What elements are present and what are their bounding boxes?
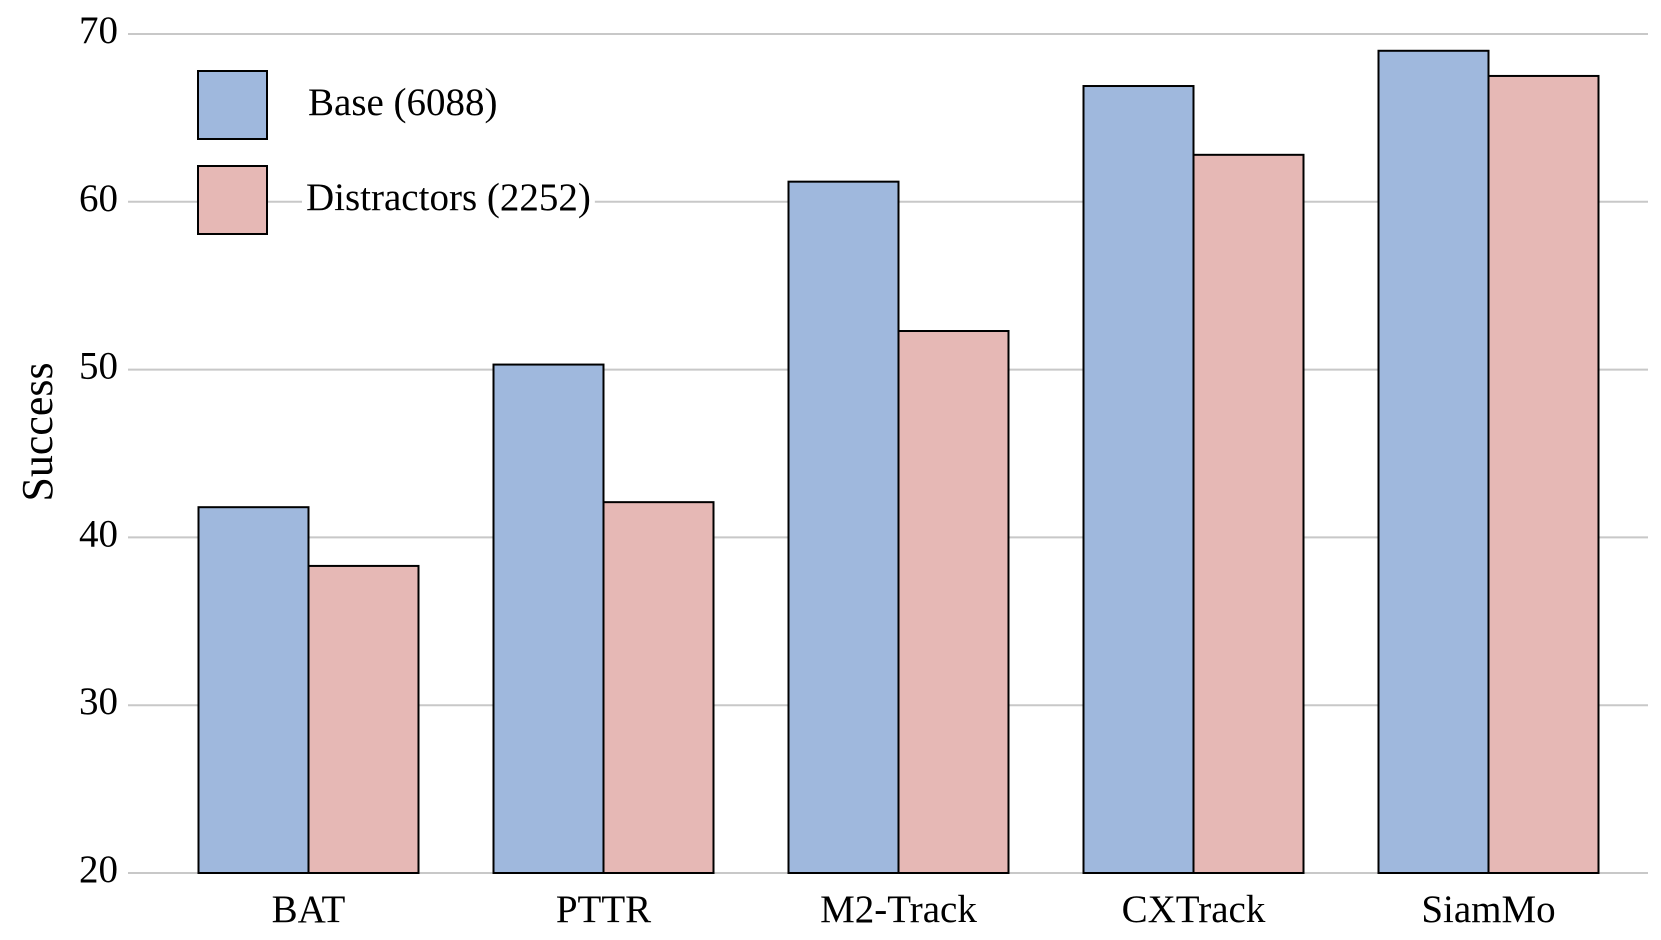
bar xyxy=(1377,49,1490,874)
y-tick-label: 40 xyxy=(79,512,118,555)
y-axis-label: Success xyxy=(13,362,62,501)
bar xyxy=(1487,74,1600,874)
x-tick-label: SiamMo xyxy=(1421,888,1555,931)
x-tick-label: CXTrack xyxy=(1122,888,1266,931)
bar xyxy=(787,180,900,874)
y-tick-label: 60 xyxy=(79,177,118,220)
bar xyxy=(492,363,605,874)
legend-label: Distractors (2252) xyxy=(306,176,591,219)
bar xyxy=(897,330,1010,875)
x-tick-label: BAT xyxy=(272,888,346,931)
legend-swatch xyxy=(197,70,268,140)
legend-label: Base (6088) xyxy=(308,81,498,124)
bar xyxy=(1192,153,1305,875)
bar xyxy=(197,506,310,874)
y-tick-label: 50 xyxy=(79,345,118,388)
bar xyxy=(307,564,420,875)
x-tick-label: PTTR xyxy=(556,888,651,931)
y-tick-label: 30 xyxy=(79,680,118,723)
bar xyxy=(602,501,715,874)
bar xyxy=(1082,85,1195,874)
legend-label-background xyxy=(302,175,595,219)
y-tick-label: 70 xyxy=(79,9,118,52)
x-tick-label: M2-Track xyxy=(820,888,977,931)
legend-swatch xyxy=(197,165,268,235)
legend-label-background xyxy=(304,80,502,124)
y-tick-label: 20 xyxy=(79,848,118,891)
